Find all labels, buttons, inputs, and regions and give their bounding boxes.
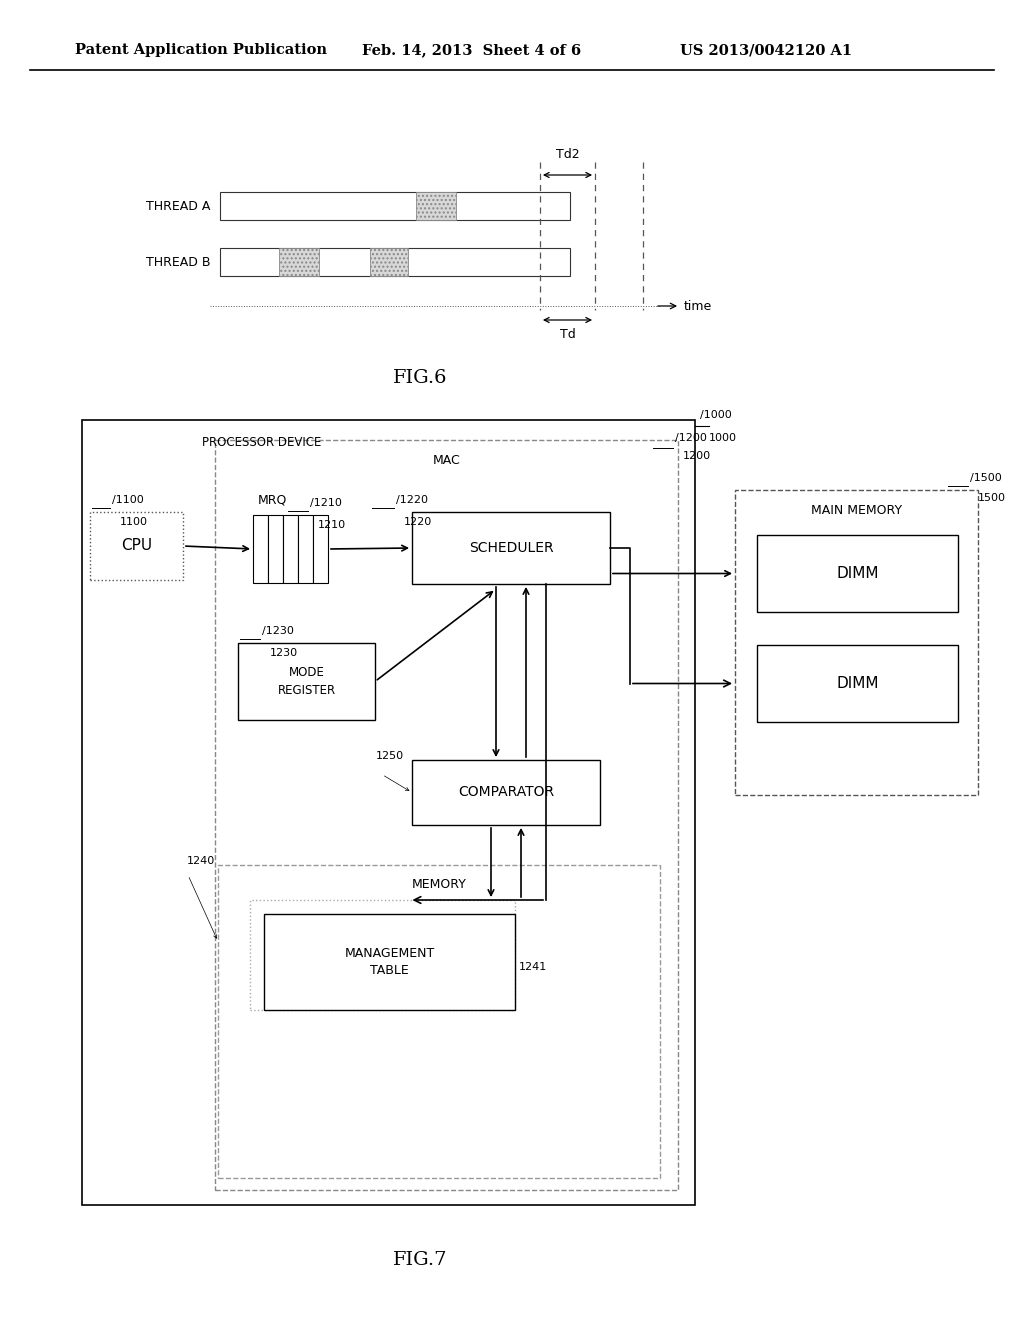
Bar (218, 865, 660, 1177)
Text: THREAD A: THREAD A (145, 199, 210, 213)
Text: 1240: 1240 (186, 855, 215, 866)
Text: 1000: 1000 (709, 433, 737, 444)
Text: 1250: 1250 (376, 751, 404, 762)
Bar (279, 248, 319, 276)
Text: CPU: CPU (121, 539, 152, 553)
Bar (416, 191, 456, 220)
Text: /1200: /1200 (675, 433, 707, 444)
Text: MODE
REGISTER: MODE REGISTER (278, 667, 336, 697)
Bar (82, 420, 695, 1205)
Text: /1000: /1000 (700, 411, 732, 420)
Bar (268, 515, 283, 583)
Text: US 2013/0042120 A1: US 2013/0042120 A1 (680, 44, 852, 57)
Text: /1210: /1210 (310, 498, 342, 508)
Text: 1500: 1500 (978, 492, 1006, 503)
Text: Patent Application Publication: Patent Application Publication (75, 44, 327, 57)
Text: COMPARATOR: COMPARATOR (458, 785, 554, 800)
Text: /1220: /1220 (396, 495, 428, 506)
Text: MRQ: MRQ (258, 494, 288, 507)
Text: MAIN MEMORY: MAIN MEMORY (811, 503, 902, 516)
Bar (313, 515, 328, 583)
Bar (238, 643, 375, 719)
Text: 1210: 1210 (318, 520, 346, 531)
Bar (264, 913, 515, 1010)
Text: Td: Td (560, 327, 575, 341)
Bar (220, 248, 570, 276)
Text: 1230: 1230 (270, 648, 298, 657)
Bar (412, 760, 600, 825)
Text: 1220: 1220 (404, 517, 432, 527)
Text: FIG.7: FIG.7 (393, 1251, 447, 1269)
Bar (370, 248, 408, 276)
Bar (412, 512, 610, 583)
Text: FIG.6: FIG.6 (393, 370, 447, 387)
Text: 1241: 1241 (519, 962, 547, 972)
Text: /1230: /1230 (262, 626, 294, 636)
Text: 1200: 1200 (683, 451, 711, 461)
Text: PROCESSOR DEVICE: PROCESSOR DEVICE (202, 436, 322, 449)
Text: Td2: Td2 (556, 148, 580, 161)
Text: THREAD B: THREAD B (145, 256, 210, 268)
Bar (298, 515, 313, 583)
Bar (253, 515, 268, 583)
Text: /1100: /1100 (112, 495, 143, 506)
Text: SCHEDULER: SCHEDULER (469, 541, 553, 554)
Text: time: time (684, 300, 713, 313)
Bar (283, 515, 298, 583)
Bar (215, 440, 678, 1191)
Text: 1100: 1100 (120, 517, 148, 527)
Text: MANAGEMENT
TABLE: MANAGEMENT TABLE (344, 946, 434, 977)
Bar (90, 512, 183, 579)
Bar (757, 535, 958, 612)
Text: /1500: /1500 (970, 473, 1001, 483)
Bar (250, 900, 515, 1010)
Text: Feb. 14, 2013  Sheet 4 of 6: Feb. 14, 2013 Sheet 4 of 6 (362, 44, 582, 57)
Bar (757, 645, 958, 722)
Text: MAC: MAC (432, 454, 461, 466)
Text: DIMM: DIMM (837, 566, 879, 581)
Bar (220, 191, 570, 220)
Bar (735, 490, 978, 795)
Text: DIMM: DIMM (837, 676, 879, 690)
Text: MEMORY: MEMORY (412, 879, 467, 891)
